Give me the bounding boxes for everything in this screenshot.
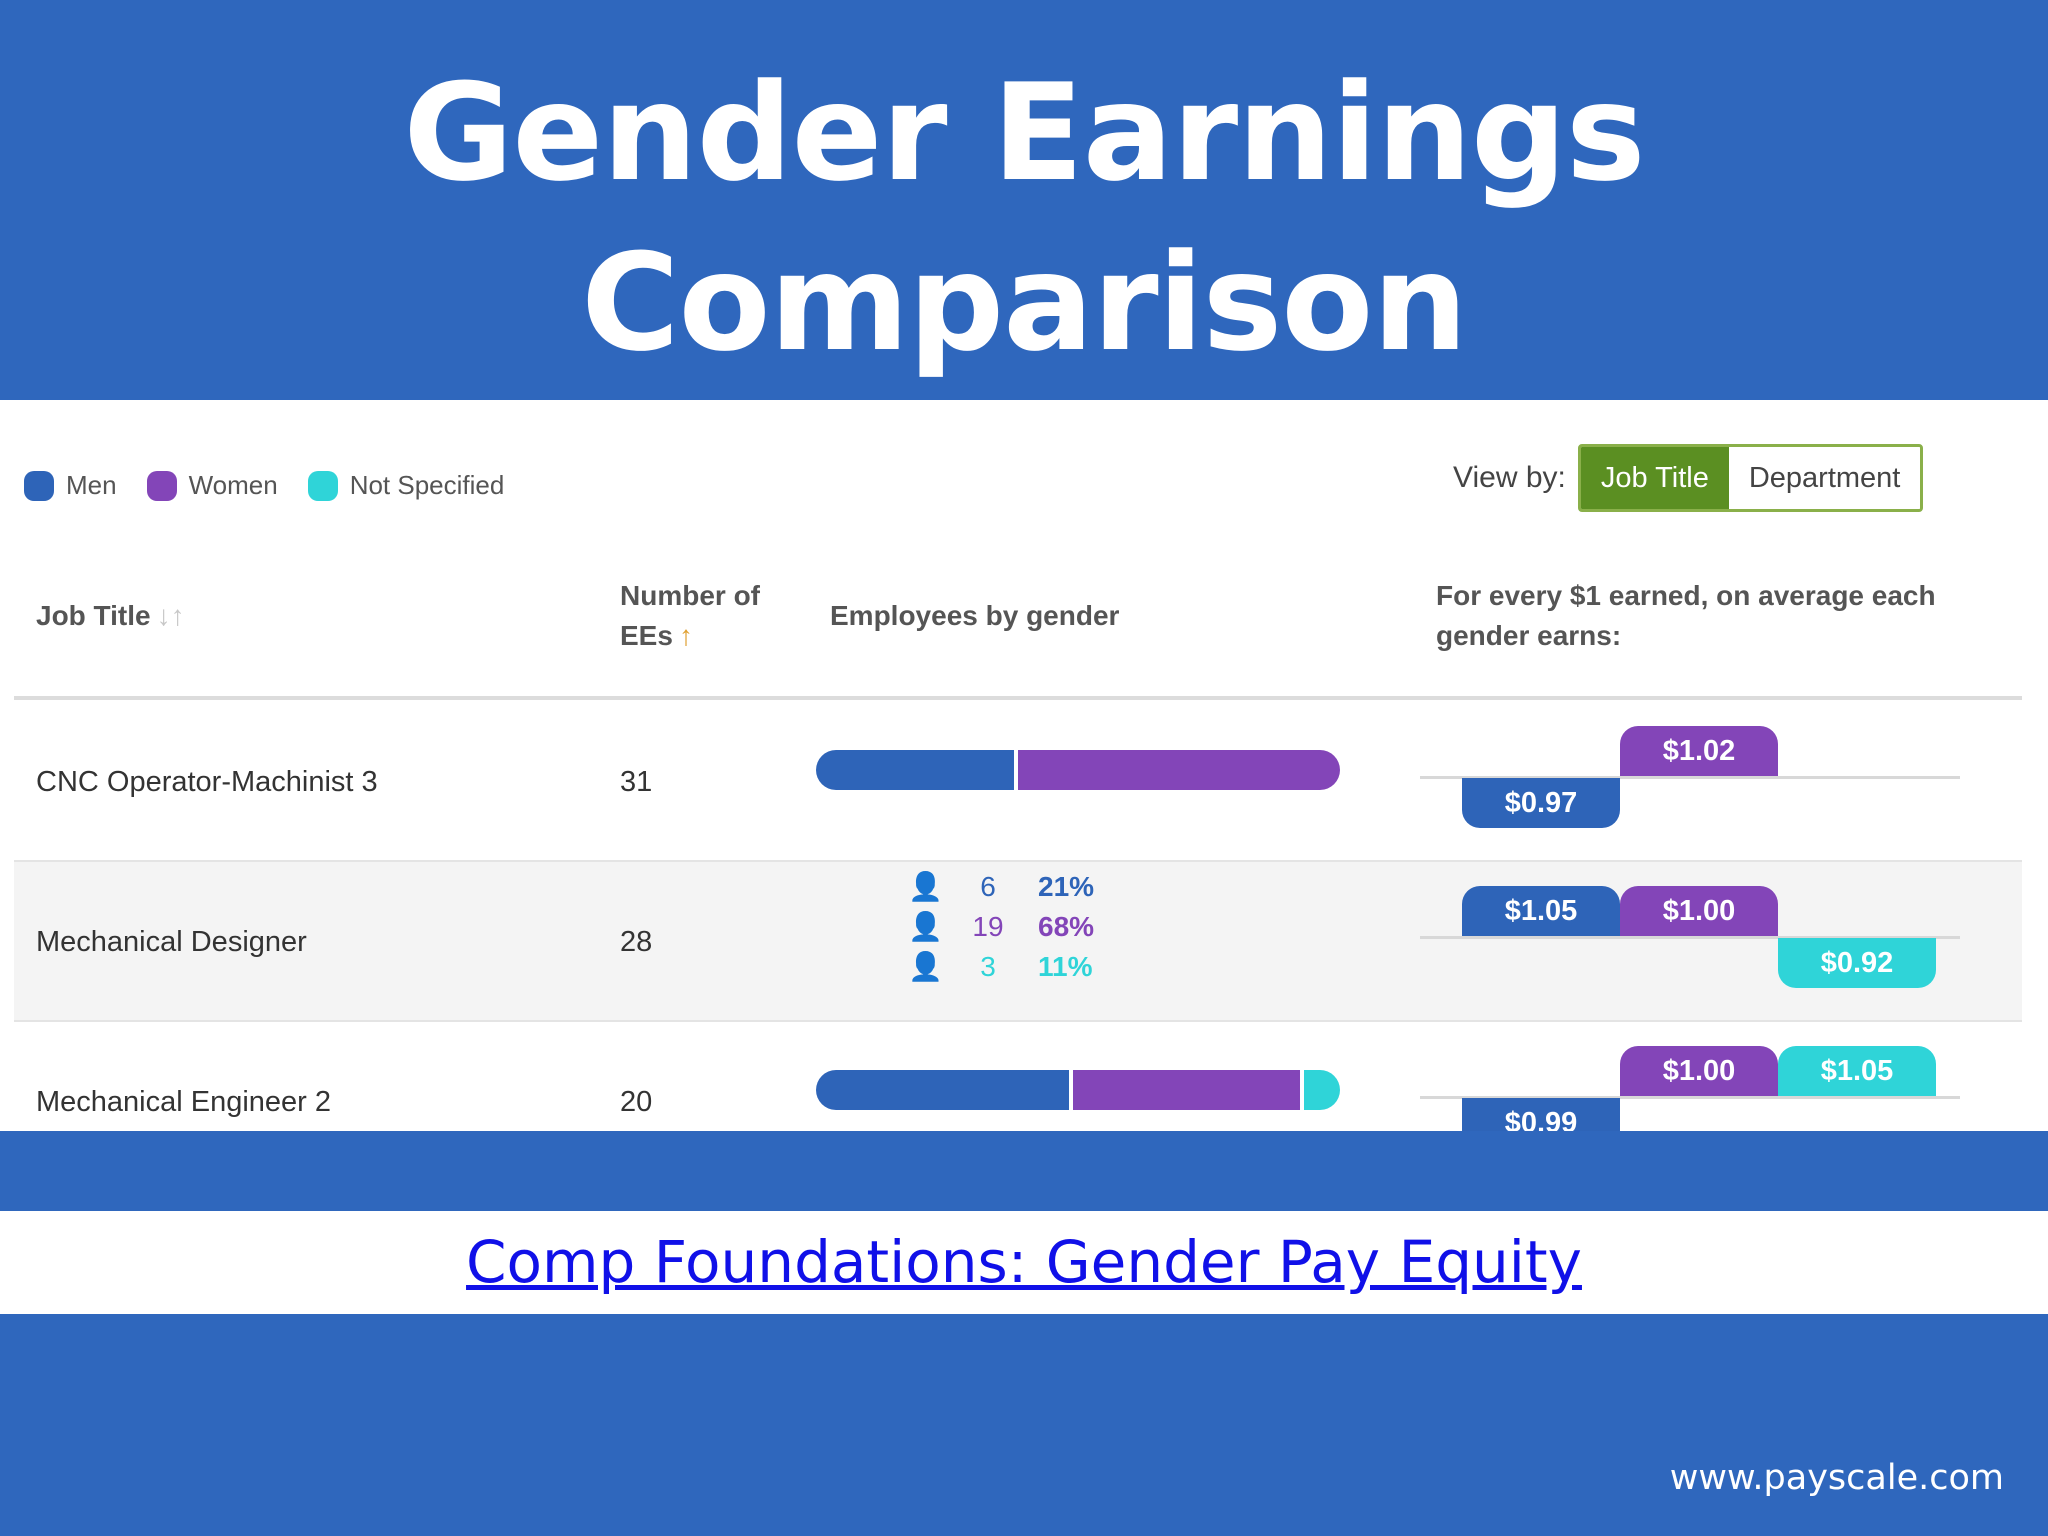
tooltip-pct-not-specified: 11% (1038, 950, 1093, 982)
header-num-ees[interactable]: Number of EEs ↑ (620, 576, 760, 656)
row-divider (14, 860, 2022, 862)
tooltip-count-not-specified: 3 (980, 950, 996, 982)
legend-swatch-men (24, 470, 54, 501)
legend-item-men: Men (24, 470, 117, 501)
row-2-pay-baseline (1420, 936, 1960, 939)
link-bar: Comp Foundations: Gender Pay Equity (0, 1211, 2048, 1314)
legend-item-women: Women (146, 470, 278, 501)
tooltip-count-men: 6 (980, 870, 996, 902)
tooltip-pct-women: 68% (1038, 910, 1095, 942)
row-2-pay-not-specified: $0.92 (1778, 938, 1936, 988)
pay-equity-screenshot: Men Women Not Specified View by: Job Tit… (0, 400, 2048, 1131)
header-num-ees-line2: EEs (620, 620, 673, 651)
view-by-job-title-button[interactable]: Job Title (1580, 447, 1729, 509)
header-pay-line1: For every $1 earned, on average each (1436, 580, 1936, 611)
legend-item-not-specified: Not Specified (307, 470, 505, 501)
sort-icon: ↓↑ (156, 600, 185, 631)
header-job-title[interactable]: Job Title ↓↑ (36, 596, 185, 636)
slide-title: Gender Earnings Comparison (403, 55, 1645, 381)
row-1-pay-men: $0.97 (1462, 778, 1620, 828)
row-2-job-title: Mechanical Designer (36, 926, 307, 958)
row-3-pay-women: $1.00 (1620, 1046, 1778, 1096)
person-icon: 👤 (908, 951, 943, 982)
tooltip-row-men: 👤 6 21% (908, 870, 1118, 903)
header-pay-line2: gender earns: (1436, 620, 1622, 651)
footer-url: www.payscale.com (1669, 1458, 2004, 1498)
person-icon: 👤 (908, 871, 943, 902)
row-1-job-title: CNC Operator-Machinist 3 (36, 766, 378, 798)
row-2-pay-men: $1.05 (1462, 886, 1620, 936)
header-pay-ratio: For every $1 earned, on average each gen… (1436, 576, 1936, 656)
header-divider (14, 696, 2022, 700)
row-1-gender-segment-women (1013, 750, 1340, 790)
header-employees-by-gender: Employees by gender (830, 600, 1120, 631)
row-3-pay-baseline (1420, 1096, 1960, 1099)
legend-label-not-specified: Not Specified (349, 470, 505, 500)
row-3-num-ees: 20 (620, 1086, 653, 1118)
header-num-ees-line1: Number of (620, 580, 760, 611)
row-2-num-ees: 28 (620, 926, 653, 958)
row-3-pay-not-specified: $1.05 (1778, 1046, 1936, 1096)
gender-legend: Men Women Not Specified (24, 470, 534, 501)
row-3-pay-men: $0.99 (1462, 1098, 1620, 1131)
header-job-title-label: Job Title (36, 600, 151, 631)
legend-swatch-women (146, 470, 177, 501)
row-3-gender-bar[interactable] (816, 1070, 1340, 1110)
view-by-control: View by: Job Title Department (1453, 444, 1924, 512)
tooltip-row-women: 👤 19 68% (908, 910, 1118, 943)
row-3-gender-segment-men (816, 1070, 1069, 1110)
legend-swatch-not-specified (307, 470, 338, 501)
row-3-gender-segment-not-specified (1299, 1070, 1340, 1110)
legend-label-men: Men (66, 470, 117, 500)
gender-pay-equity-link[interactable]: Comp Foundations: Gender Pay Equity (466, 1228, 1582, 1296)
tooltip-pct-men: 21% (1038, 870, 1095, 902)
row-1-pay-women: $1.02 (1620, 726, 1778, 776)
view-by-label: View by: (1453, 461, 1566, 494)
view-by-department-button[interactable]: Department (1728, 447, 1921, 509)
view-by-toggle: Job Title Department (1577, 444, 1924, 512)
row-2-pay-women: $1.00 (1620, 886, 1778, 936)
row-1-gender-segment-men (816, 750, 1014, 790)
row-3-job-title: Mechanical Engineer 2 (36, 1086, 332, 1118)
person-icon: 👤 (908, 911, 943, 942)
row-1-num-ees: 31 (620, 766, 653, 798)
sort-ascending-icon: ↑ (678, 620, 693, 651)
legend-label-women: Women (188, 470, 278, 500)
row-1-pay-baseline (1420, 776, 1960, 779)
tooltip-count-women: 19 (972, 910, 1004, 942)
row-1-gender-bar[interactable] (816, 750, 1340, 790)
row-divider (14, 1020, 2022, 1022)
tooltip-row-not-specified: 👤 3 11% (908, 950, 1118, 983)
row-3-gender-segment-women (1068, 1070, 1300, 1110)
